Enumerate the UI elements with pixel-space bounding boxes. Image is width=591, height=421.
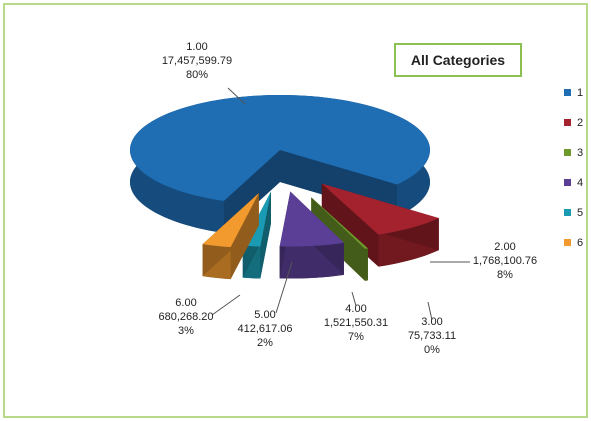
slice-face: [279, 191, 344, 247]
percent-label: 3%: [178, 325, 194, 337]
slice-label: 5.00: [254, 309, 275, 321]
value-label: 75,733.11: [408, 330, 456, 342]
percent-label: 80%: [186, 69, 208, 81]
percent-label: 0%: [424, 344, 440, 356]
percent-label: 8%: [497, 269, 513, 281]
slice-face: [202, 193, 259, 248]
leader-line: [211, 294, 241, 316]
slice-label: 3.00: [421, 316, 442, 328]
pie-slice: [279, 191, 344, 279]
legend-swatch: [564, 149, 571, 156]
slice-face: [130, 95, 430, 201]
legend-label: 2: [577, 117, 583, 129]
pie-slice: [321, 183, 439, 267]
slice-label: 2.00: [494, 241, 515, 253]
value-label: 1,768,100.76: [473, 255, 537, 267]
legend-label: 5: [577, 207, 583, 219]
legend-label: 1: [577, 87, 583, 99]
slice-face: [321, 183, 439, 235]
legend-swatch: [564, 119, 571, 126]
title-box: [394, 43, 522, 77]
chart-title: All Categories: [411, 52, 505, 68]
leader-line: [351, 291, 357, 307]
pie-slice: [202, 193, 259, 280]
leader-line: [427, 301, 433, 321]
legend-swatch: [564, 239, 571, 246]
legend-label: 4: [577, 177, 583, 189]
percent-label: 7%: [348, 331, 364, 343]
value-label: 1,521,550.31: [324, 317, 388, 329]
leader-line: [275, 261, 293, 314]
value-label: 17,457,599.79: [162, 55, 232, 67]
percent-label: 2%: [257, 337, 273, 349]
slice-label: 1.00: [186, 41, 207, 53]
legend-label: 6: [577, 237, 583, 249]
slice-label: 6.00: [175, 297, 196, 309]
value-label: 412,617.06: [237, 323, 292, 335]
slice-label: 4.00: [345, 303, 366, 315]
legend-swatch: [564, 179, 571, 186]
legend-swatch: [564, 209, 571, 216]
slice-face: [311, 197, 368, 249]
leader-line: [227, 87, 246, 105]
legend-label: 3: [577, 147, 583, 159]
value-label: 680,268.20: [158, 311, 213, 323]
legend-swatch: [564, 89, 571, 96]
